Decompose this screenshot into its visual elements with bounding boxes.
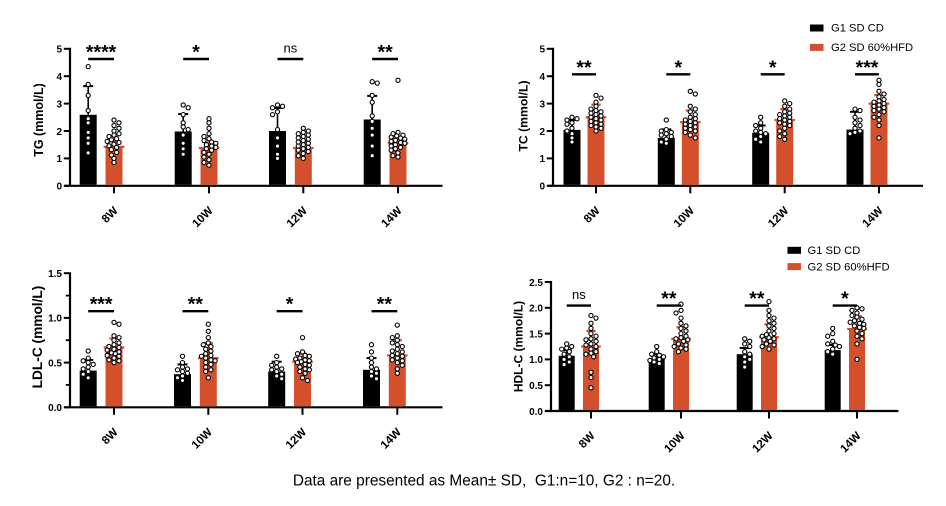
svg-text:2.5: 2.5 xyxy=(529,278,543,289)
svg-text:4: 4 xyxy=(539,72,545,83)
svg-text:1: 1 xyxy=(56,154,62,165)
svg-text:**: ** xyxy=(576,57,592,79)
svg-text:*: * xyxy=(769,57,777,79)
svg-text:G1 SD CD: G1 SD CD xyxy=(831,23,884,35)
svg-text:**: ** xyxy=(377,294,393,316)
svg-text:TG (mmol/L): TG (mmol/L) xyxy=(32,83,46,157)
svg-text:G2 SD 60%HFD: G2 SD 60%HFD xyxy=(831,42,913,54)
svg-text:*: * xyxy=(192,42,200,64)
svg-text:*: * xyxy=(841,288,849,310)
svg-text:TC (mmol/L): TC (mmol/L) xyxy=(517,80,531,151)
svg-text:0.5: 0.5 xyxy=(48,358,62,369)
svg-text:*: * xyxy=(675,57,683,79)
svg-text:5: 5 xyxy=(539,45,545,56)
svg-text:0: 0 xyxy=(539,182,545,193)
svg-text:0: 0 xyxy=(56,182,62,193)
svg-text:***: *** xyxy=(90,294,113,316)
svg-text:LDL-C (mmol/L): LDL-C (mmol/L) xyxy=(30,286,45,389)
svg-text:1.0: 1.0 xyxy=(529,355,543,366)
svg-text:1.5: 1.5 xyxy=(48,269,62,280)
svg-text:****: **** xyxy=(86,42,117,64)
svg-text:5: 5 xyxy=(56,45,62,56)
svg-text:3: 3 xyxy=(539,99,545,110)
svg-text:ns: ns xyxy=(284,41,298,56)
svg-text:2.0: 2.0 xyxy=(529,304,543,315)
svg-text:2: 2 xyxy=(56,127,62,138)
svg-text:G1 SD CD: G1 SD CD xyxy=(808,245,861,257)
svg-text:HDL-C (mmol/L): HDL-C (mmol/L) xyxy=(512,301,526,392)
svg-text:0.5: 0.5 xyxy=(529,381,543,392)
svg-text:4: 4 xyxy=(56,72,62,83)
svg-text:**: ** xyxy=(188,294,204,316)
svg-text:**: ** xyxy=(378,42,394,64)
svg-text:0.0: 0.0 xyxy=(48,403,62,414)
svg-text:2: 2 xyxy=(539,127,545,138)
svg-text:ns: ns xyxy=(572,287,586,302)
svg-text:1.0: 1.0 xyxy=(48,314,62,325)
svg-text:3: 3 xyxy=(56,99,62,110)
svg-text:0.0: 0.0 xyxy=(529,407,543,418)
svg-text:*: * xyxy=(286,294,294,316)
svg-text:**: ** xyxy=(749,288,765,310)
svg-text:G2 SD 60%HFD: G2 SD 60%HFD xyxy=(808,261,890,273)
svg-text:1: 1 xyxy=(539,154,545,165)
svg-text:Data are presented as Mean± SD: Data are presented as Mean± SD, G1:n=10,… xyxy=(293,473,675,490)
svg-text:**: ** xyxy=(661,288,677,310)
svg-text:1.5: 1.5 xyxy=(529,329,543,340)
svg-text:***: *** xyxy=(856,57,879,79)
